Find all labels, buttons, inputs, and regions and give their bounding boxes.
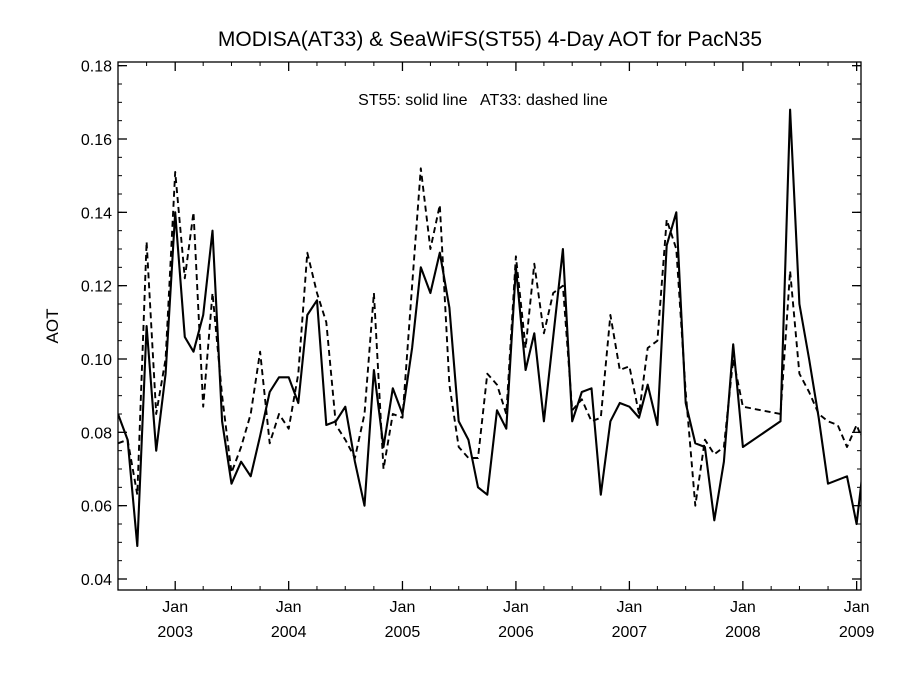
- y-tick-label: 0.12: [81, 279, 112, 296]
- y-tick-label: 0.10: [81, 352, 112, 369]
- x-tick-year-label: 2009: [839, 624, 875, 641]
- y-tick-label: 0.14: [81, 205, 112, 222]
- x-tick-year-label: 2008: [725, 624, 761, 641]
- series-line-st55: [118, 108, 861, 548]
- x-tick-month-label: Jan: [616, 599, 642, 616]
- y-axis-ticks: 0.04 0.06 0.08 0.10 0.12 0.14 0.16 0.18: [81, 59, 861, 589]
- series-line-at33: [118, 167, 861, 507]
- x-tick-year-label: 2004: [271, 624, 307, 641]
- x-tick-month-label: Jan: [503, 599, 529, 616]
- x-tick-year-label: 2003: [157, 624, 193, 641]
- plot-frame: [117, 61, 862, 591]
- y-tick-label: 0.04: [81, 572, 112, 589]
- y-axis-label: AOT: [43, 309, 62, 344]
- x-tick-year-label: 2006: [498, 624, 534, 641]
- y-tick-label: 0.16: [81, 132, 112, 149]
- x-tick-month-label: Jan: [390, 599, 416, 616]
- x-tick-year-label: 2005: [385, 624, 421, 641]
- series-style-annotation: ST55: solid line AT33: dashed line: [358, 92, 608, 109]
- x-tick-month-label: Jan: [162, 599, 188, 616]
- x-tick-month-label: Jan: [844, 599, 870, 616]
- y-tick-label: 0.18: [81, 59, 112, 76]
- x-tick-year-label: 2007: [612, 624, 648, 641]
- x-tick-month-label: Jan: [730, 599, 756, 616]
- y-tick-label: 0.06: [81, 499, 112, 516]
- y-tick-label: 0.08: [81, 425, 112, 442]
- x-tick-month-label: Jan: [276, 599, 302, 616]
- chart-title: MODISA(AT33) & SeaWiFS(ST55) 4-Day AOT f…: [218, 28, 762, 51]
- x-axis-ticks: Jan 2003 Jan 2004 Jan 2005 Jan 2006 Jan 2007 Jan 20…: [117, 62, 875, 641]
- series-layer: [118, 108, 861, 548]
